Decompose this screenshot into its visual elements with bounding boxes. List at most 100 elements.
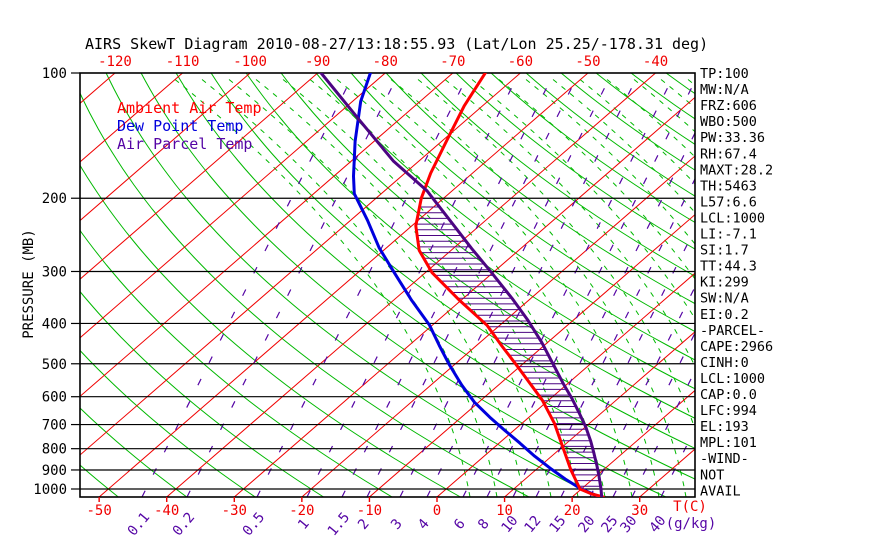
dry-adiabat-60	[245, 73, 695, 419]
top-temp-label--40: -40	[643, 54, 668, 70]
isotherm--80	[80, 73, 386, 339]
pressure-label-1000: 1000	[33, 482, 67, 498]
pressure-label-300: 300	[42, 264, 67, 280]
stats-line-26: AVAIL	[700, 483, 741, 499]
stats-line-5: RH:67.4	[700, 146, 757, 162]
dry-adiabat-40	[175, 73, 695, 480]
isotherm-20	[571, 389, 695, 497]
legend-parcel-label: Air Parcel Temp	[117, 135, 252, 153]
moist-adiabat-470	[171, 76, 471, 497]
isotherm--10	[369, 213, 695, 497]
stats-line-15: EI:0.2	[700, 307, 749, 323]
dry-adiabat-150	[560, 73, 695, 171]
dry-adiabat-130	[490, 73, 695, 224]
isotherm--70	[80, 73, 454, 398]
pressure-label-400: 400	[42, 316, 67, 332]
moist-adiabat-740	[441, 76, 695, 368]
stats-line-20: CAP:0.0	[700, 387, 757, 403]
stats-line-1: MW:N/A	[700, 82, 749, 98]
dry-adiabat-30	[140, 73, 667, 497]
stats-line-16: -PARCEL-	[700, 323, 765, 339]
mixing-ratio-grid	[141, 73, 695, 497]
bottom-temp-label-30: 30	[631, 503, 648, 519]
stats-line-6: MAXT:28.2	[700, 162, 773, 178]
legend-dew-label: Dew Point Temp	[117, 117, 243, 135]
stats-line-10: LI:-7.1	[700, 227, 757, 243]
mixing-ratio-line-6	[462, 73, 676, 497]
mixing-ratio-line-2	[366, 73, 580, 497]
moist-adiabat-632	[333, 76, 633, 497]
bottom-temp-label--20: -20	[289, 503, 314, 519]
cape-hatch-area	[416, 206, 601, 487]
bottom-temp-label-20: 20	[564, 503, 581, 519]
mixing-ratio-line-20	[589, 285, 695, 497]
dry-adiabat-110	[420, 73, 695, 277]
top-temp-label--80: -80	[373, 54, 398, 70]
pressure-label-800: 800	[42, 442, 67, 458]
air-parcel-temp-curve	[319, 73, 604, 497]
stats-line-25: NOT	[700, 467, 724, 483]
mixing-ratio-label-8: 8	[475, 516, 493, 533]
mixing-ratio-line-40	[660, 427, 695, 497]
mixing-ratio-line-0.2	[186, 73, 400, 497]
isotherm--100	[80, 73, 251, 222]
stats-line-24: -WIND-	[700, 451, 749, 467]
sounding-curves	[319, 73, 605, 497]
bottom-temp-label--10: -10	[357, 503, 382, 519]
isotherm--30	[233, 96, 695, 497]
stats-line-8: L57:6.6	[700, 194, 757, 210]
pressure-label-700: 700	[42, 418, 67, 434]
moist-adiabat-875	[576, 76, 695, 185]
mixing-ratio-line-10	[512, 131, 695, 497]
stats-line-18: CINH:0	[700, 355, 749, 371]
dry-adiabat-160	[595, 73, 695, 146]
stats-line-11: SI:1.7	[700, 243, 749, 259]
dry-adiabat-120	[455, 73, 695, 250]
moist-adiabat-794	[495, 76, 695, 280]
temp-axis-unit-label: T(C)	[673, 499, 707, 515]
mixing-ratio-line-3	[399, 73, 613, 497]
dry-adiabat--10	[80, 229, 393, 497]
moist-adiabat-767	[468, 76, 695, 320]
stats-line-14: SW:N/A	[700, 291, 749, 307]
stats-line-19: LCL:1000	[700, 371, 765, 387]
mixing-ratio-line-12	[535, 177, 695, 497]
isotherm--60	[80, 73, 521, 456]
dry-adiabat-grid	[80, 73, 695, 497]
pressure-axis-label: PRESSURE (MB)	[21, 229, 37, 339]
isotherm--90	[80, 73, 319, 280]
bottom-temp-label--30: -30	[222, 503, 247, 519]
moist-adiabat-848	[549, 76, 695, 214]
mixing-ratio-label-4: 4	[415, 516, 433, 533]
dry-adiabat--30	[80, 349, 256, 497]
mixing-ratio-label-0.1: 0.1	[125, 510, 154, 540]
moist-adiabat-grid	[171, 76, 870, 497]
pressure-label-100: 100	[42, 66, 67, 82]
mixing-ratio-line-1.5	[341, 73, 555, 497]
mixing-ratio-line-0.5	[256, 73, 470, 497]
moist-adiabat-713	[414, 76, 695, 431]
dry-adiabat--40	[80, 407, 188, 497]
mixing-ratio-line-1	[306, 73, 520, 497]
dry-adiabat-70	[280, 73, 695, 390]
bottom-temp-label--50: -50	[87, 503, 112, 519]
plot-static-labels: AIRS SkewT Diagram 2010-08-27/13:18:55.9…	[21, 35, 716, 532]
mixing-ratio-line-25	[612, 331, 695, 497]
bottom-temp-label-0: 0	[433, 503, 441, 519]
top-temp-label--50: -50	[575, 54, 600, 70]
moist-adiabat-1064	[766, 77, 870, 497]
dry-adiabat-20	[105, 73, 598, 497]
top-temp-label--60: -60	[508, 54, 533, 70]
ambient-air-temp-curve	[414, 73, 605, 497]
bottom-temp-label--40: -40	[154, 503, 179, 519]
stats-line-23: MPL:101	[700, 435, 757, 451]
moist-adiabat-605	[306, 76, 606, 497]
dew-point-temp-curve	[352, 73, 602, 497]
stats-line-2: FRZ:606	[700, 98, 757, 114]
isotherm--50	[98, 73, 589, 497]
stats-line-0: TP:100	[700, 66, 749, 82]
isotherm--110	[80, 73, 183, 163]
moist-adiabat-821	[522, 76, 695, 245]
stats-line-13: KI:299	[700, 275, 749, 291]
isotherm--40	[166, 73, 656, 497]
